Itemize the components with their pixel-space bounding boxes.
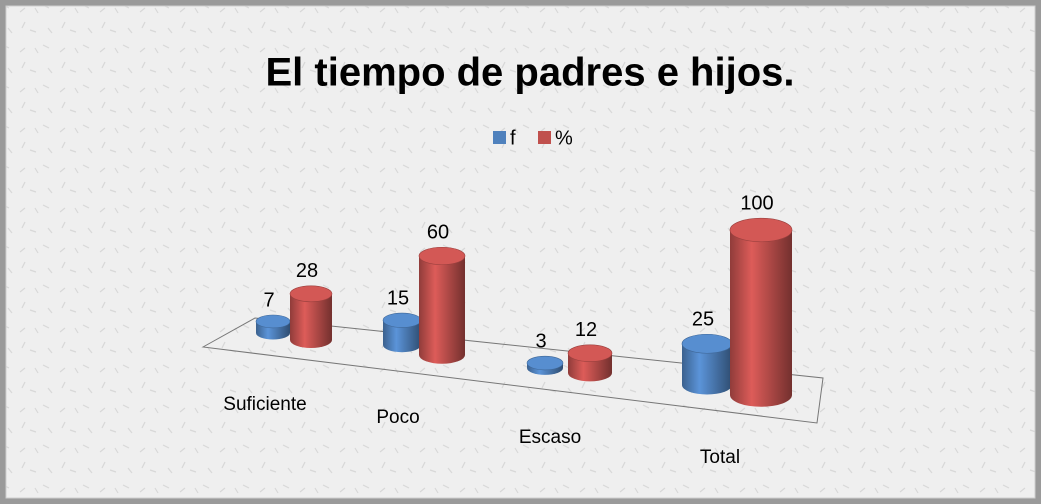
legend-label: f: [510, 127, 516, 149]
bar: [526, 355, 564, 375]
bar: [729, 217, 793, 407]
bar: [418, 246, 466, 364]
bar-top: [382, 312, 422, 328]
bar: [382, 312, 422, 353]
bar: [289, 285, 333, 348]
bar: [255, 314, 291, 340]
x-tick-label: Poco: [376, 407, 419, 428]
bar-body: [730, 230, 792, 407]
chart-title: El tiempo de padres e hijos.: [265, 51, 794, 95]
legend: f%: [493, 127, 573, 149]
bar-top: [526, 355, 564, 371]
legend-label: %: [555, 127, 573, 149]
bar-body: [419, 256, 465, 364]
chart-area: [5, 5, 1036, 499]
legend-swatch: [538, 131, 551, 144]
bar-body: [682, 343, 732, 395]
data-label: 7: [263, 289, 274, 311]
data-label: 12: [575, 319, 597, 341]
data-label: 100: [740, 193, 773, 215]
data-label: 28: [296, 260, 318, 282]
x-tick-label: Suficiente: [223, 394, 306, 415]
bar-top: [289, 285, 333, 303]
data-label: 25: [692, 309, 714, 331]
data-label: 60: [427, 222, 449, 244]
bar-top: [255, 314, 291, 329]
data-label: 3: [535, 330, 546, 352]
x-tick-label: Total: [700, 447, 740, 468]
x-tick-label: Escaso: [519, 427, 581, 448]
floor: [201, 317, 824, 424]
bar: [681, 333, 733, 395]
bar-top: [681, 333, 733, 354]
legend-swatch: [493, 131, 506, 144]
data-label: 15: [387, 287, 409, 309]
bar-body: [290, 293, 332, 348]
bar: [567, 344, 613, 382]
bar-top: [418, 246, 466, 266]
bar-top: [567, 344, 613, 362]
bar-top: [729, 217, 793, 243]
bar-body: [383, 320, 421, 353]
plot: Suficiente 7 28 Poco 15 60 Escaso 3 12 Total 25 100: [223, 193, 793, 468]
